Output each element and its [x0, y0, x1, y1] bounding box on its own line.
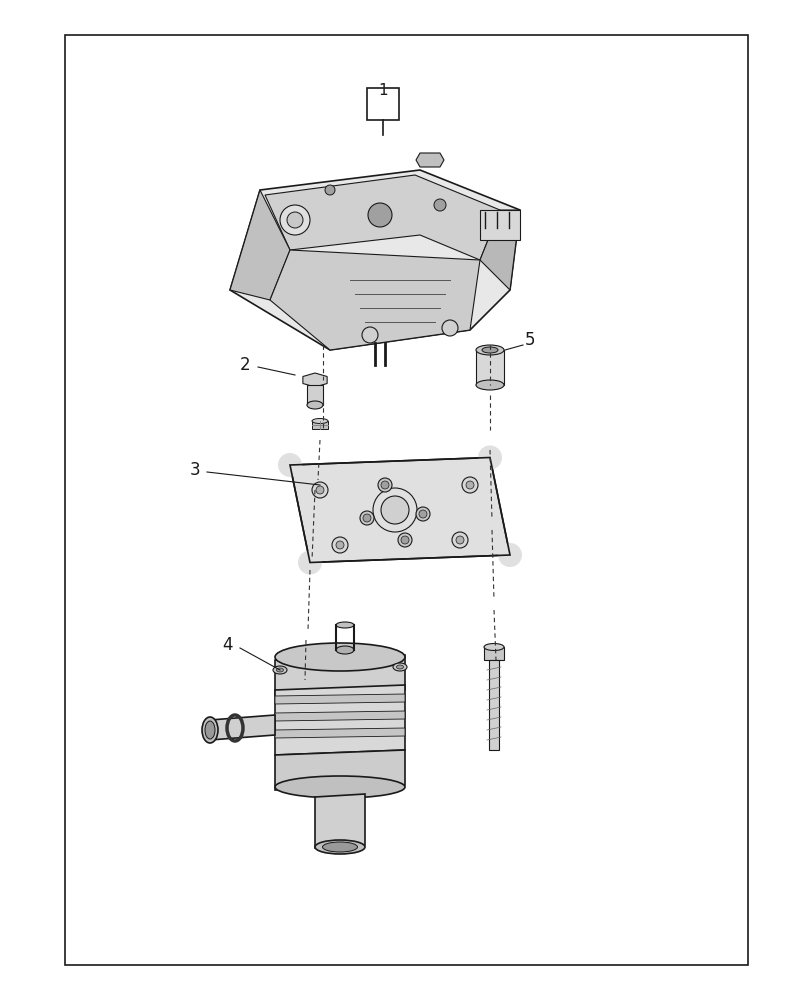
Polygon shape	[230, 190, 290, 300]
Ellipse shape	[272, 666, 286, 674]
Circle shape	[378, 478, 392, 492]
Circle shape	[359, 511, 374, 525]
Ellipse shape	[277, 691, 292, 699]
Ellipse shape	[277, 668, 283, 672]
Text: 1: 1	[378, 83, 388, 98]
Ellipse shape	[202, 717, 217, 743]
Polygon shape	[275, 694, 405, 704]
Circle shape	[456, 536, 463, 544]
Ellipse shape	[483, 644, 504, 650]
Circle shape	[397, 533, 411, 547]
Text: 4: 4	[222, 636, 233, 654]
Polygon shape	[415, 153, 444, 167]
Ellipse shape	[336, 622, 354, 628]
Polygon shape	[475, 350, 504, 385]
Circle shape	[497, 543, 521, 567]
Circle shape	[433, 199, 445, 211]
Circle shape	[336, 541, 344, 549]
Ellipse shape	[307, 401, 323, 409]
Ellipse shape	[204, 721, 215, 739]
Polygon shape	[483, 647, 504, 660]
Circle shape	[452, 532, 467, 548]
Circle shape	[401, 536, 409, 544]
Circle shape	[461, 477, 478, 493]
Polygon shape	[311, 421, 328, 429]
Circle shape	[367, 203, 392, 227]
Ellipse shape	[388, 688, 401, 696]
Circle shape	[466, 481, 474, 489]
Polygon shape	[315, 794, 365, 848]
Circle shape	[415, 507, 430, 521]
Circle shape	[311, 482, 328, 498]
Circle shape	[418, 510, 427, 518]
Polygon shape	[270, 250, 479, 350]
Circle shape	[441, 320, 457, 336]
Text: 5: 5	[524, 331, 534, 349]
Circle shape	[363, 514, 371, 522]
Polygon shape	[264, 175, 500, 260]
Polygon shape	[488, 660, 499, 750]
Circle shape	[332, 537, 348, 553]
Ellipse shape	[391, 690, 398, 694]
Circle shape	[280, 205, 310, 235]
Ellipse shape	[475, 345, 504, 355]
Polygon shape	[275, 750, 405, 790]
Circle shape	[286, 212, 303, 228]
Polygon shape	[307, 385, 323, 405]
Ellipse shape	[275, 643, 405, 671]
Circle shape	[478, 446, 501, 470]
Circle shape	[380, 496, 409, 524]
Polygon shape	[290, 458, 509, 562]
Circle shape	[362, 327, 378, 343]
Polygon shape	[479, 210, 519, 240]
Polygon shape	[275, 655, 405, 695]
Polygon shape	[275, 711, 405, 721]
Ellipse shape	[322, 842, 357, 852]
Ellipse shape	[336, 646, 354, 654]
Circle shape	[324, 185, 335, 195]
Circle shape	[380, 481, 388, 489]
Ellipse shape	[482, 347, 497, 353]
Polygon shape	[303, 373, 327, 387]
Polygon shape	[479, 210, 519, 290]
Circle shape	[298, 550, 322, 574]
Ellipse shape	[275, 776, 405, 798]
Text: 3: 3	[190, 461, 200, 479]
Polygon shape	[210, 715, 275, 740]
Polygon shape	[275, 728, 405, 738]
Circle shape	[372, 488, 417, 532]
Text: 2: 2	[239, 356, 250, 374]
Circle shape	[315, 486, 324, 494]
Polygon shape	[230, 170, 519, 350]
Ellipse shape	[311, 418, 328, 424]
Ellipse shape	[315, 840, 365, 854]
Polygon shape	[275, 685, 405, 755]
Ellipse shape	[396, 665, 403, 669]
Circle shape	[277, 453, 302, 477]
Ellipse shape	[475, 380, 504, 390]
Ellipse shape	[281, 693, 288, 697]
Ellipse shape	[393, 663, 406, 671]
